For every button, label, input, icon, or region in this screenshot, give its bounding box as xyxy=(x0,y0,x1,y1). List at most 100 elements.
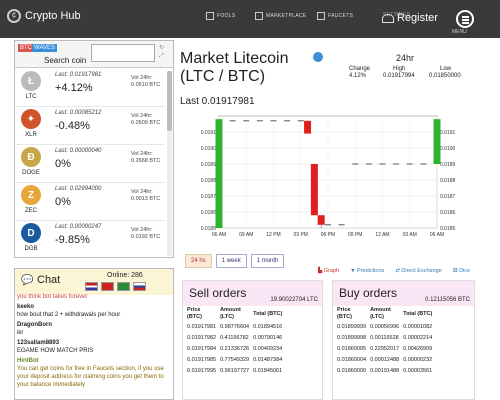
period-24hs-button[interactable]: 24 hs xyxy=(185,254,212,268)
table-header-row: Price (BTC) Amount (LTC) Total (BTC) xyxy=(335,306,434,322)
tab-graph[interactable]: ▙ Graph xyxy=(318,268,340,274)
register-link[interactable]: Register xyxy=(382,12,438,24)
refresh-icon[interactable]: ↻ xyxy=(159,45,165,51)
tools-icon xyxy=(206,12,214,20)
nav-marketplace[interactable]: MARKETPLACE xyxy=(255,12,307,20)
coin-row[interactable]: Ð DOGE Last: 0.00000040 0% Vol 24hr: 0.2668 B… xyxy=(15,145,165,183)
tab-btc[interactable]: BTC xyxy=(18,44,34,52)
table-cell: 0.01487384 xyxy=(253,357,283,363)
brand[interactable]: ¢ Crypto Hub xyxy=(7,9,81,23)
y-tick-label-left: 0.0190 xyxy=(201,146,217,152)
nav-faucets[interactable]: FAUCETS xyxy=(317,12,353,20)
chat-messages: you think bot takes forever keeko how bout… xyxy=(17,293,167,399)
sell-orders-total: 19.90022704 LTC xyxy=(270,297,318,303)
tab-dice[interactable]: ⚄ Dice xyxy=(452,268,471,274)
table-row[interactable]: 0.01899998 0.00116528 0.00002214 xyxy=(335,333,434,344)
coin-row[interactable]: D DGB Last: 0.00000247 -9.85% Vol 24hr: 0.019… xyxy=(15,221,165,257)
table-cell: 0.01845061 xyxy=(253,368,283,374)
period-selector: 24 hs 1 week 1 month xyxy=(185,254,285,268)
panel-tools[interactable]: ↻ ⤢ xyxy=(159,44,164,60)
flag-us-icon[interactable] xyxy=(85,282,98,291)
coin-list-scrollbar[interactable] xyxy=(167,71,172,256)
table-row[interactable]: 0.01860004 0.00012488 0.00000232 xyxy=(335,355,434,366)
chat-username[interactable]: DragonBorn xyxy=(17,322,52,328)
candle-down xyxy=(317,215,325,225)
market-title: Market Litecoin (LTC / BTC) xyxy=(180,50,289,86)
x-tick-label: 03 AM xyxy=(403,232,417,238)
brand-name: Crypto Hub xyxy=(25,10,81,22)
expand-icon[interactable]: ⤢ xyxy=(159,53,164,59)
table-cell: 0.00001082 xyxy=(403,324,433,330)
y-tick-label-right: 0.0190 xyxy=(440,146,456,152)
y-tick-label-left: 0.0187 xyxy=(201,194,217,200)
table-row[interactable]: 0.01917984 0.21336726 0.00409234 xyxy=(185,344,284,355)
coin-row[interactable]: Z ZEC Last: 0.02994000 0% Vol 24hr: 0.0013 BT… xyxy=(15,183,165,221)
period-1week-button[interactable]: 1 week xyxy=(215,254,247,268)
menu-icon[interactable] xyxy=(456,10,474,28)
info-icon[interactable] xyxy=(313,52,323,62)
coin-zec-icon: Z xyxy=(21,185,41,205)
coin-change: -0.48% xyxy=(55,120,90,132)
nav-settings[interactable]: SETTINGS xyxy=(383,12,410,18)
tab-predictions[interactable]: ▼ Predictions xyxy=(350,268,385,274)
register-label: Register xyxy=(397,12,438,24)
flag-br-icon[interactable] xyxy=(117,282,130,291)
flag-es-icon[interactable] xyxy=(101,282,114,291)
table-row[interactable]: 0.01917982 0.41196782 0.00790146 xyxy=(185,333,284,344)
sell-orders-title: Sell orders xyxy=(189,286,247,300)
chat-message: HintBot You can get coins for free in Fau… xyxy=(17,357,167,389)
chat-username[interactable]: HintBot xyxy=(17,358,39,364)
x-tick-label: 03 PM xyxy=(294,232,308,238)
chat-bubble-icon: 💬 xyxy=(21,275,34,286)
column-header: Amount (LTC) xyxy=(220,307,241,320)
coin-volume-label: Vol 24hr: xyxy=(131,151,153,157)
y-tick-label-left: 0.0185 xyxy=(201,226,217,232)
column-header: Total (BTC) xyxy=(403,310,433,317)
candle-down xyxy=(310,164,318,216)
coin-change: -9.85% xyxy=(55,234,90,246)
table-cell: 0.98776604 xyxy=(220,324,250,330)
tab-direct-exchange[interactable]: ⇄ Direct Exchange xyxy=(395,268,442,274)
table-cell: 0.00056996 xyxy=(370,324,400,330)
coin-list-scroll-thumb[interactable] xyxy=(167,71,172,131)
coin-symbol: DOGE xyxy=(22,170,40,176)
tab-label: Predictions xyxy=(357,268,385,274)
logo-icon: ¢ xyxy=(7,9,21,23)
buy-orders-table: Price (BTC) Amount (LTC) Total (BTC) 0.0189… xyxy=(335,306,434,377)
table-cell: 0.96197727 xyxy=(220,368,250,374)
coin-symbol: DGB xyxy=(24,246,38,252)
candle-down xyxy=(304,120,312,134)
nav-fools[interactable]: FOOLS xyxy=(206,12,235,20)
table-row[interactable]: 0.01860005 0.22952017 0.00426909 xyxy=(335,344,434,355)
chat-username[interactable]: 123sallam8893 xyxy=(17,340,60,346)
x-tick-label: 06 AM xyxy=(212,232,226,238)
x-tick-label: 09 PM xyxy=(348,232,362,238)
coin-volume-label: Vol 24hr: xyxy=(131,227,153,233)
table-row[interactable]: 0.01917985 0.77549329 0.01487384 xyxy=(185,355,284,366)
period-1month-button[interactable]: 1 month xyxy=(250,254,285,268)
table-row[interactable]: 0.01917995 0.96197727 0.01845061 xyxy=(185,366,284,377)
coin-last-price: Last: 0.00000247 xyxy=(55,224,102,230)
table-row[interactable]: 0.01899999 0.00056996 0.00001082 xyxy=(335,322,434,333)
x-tick-label: 06 AM xyxy=(430,232,444,238)
sell-orders-table: Price (BTC) Amount (LTC) Total (BTC) 0.0191… xyxy=(185,306,284,377)
table-cell: 0.41196782 xyxy=(220,335,249,341)
nav-label: SETTINGS xyxy=(383,12,411,18)
coin-volume: 0.2668 BTC xyxy=(131,158,161,164)
chat-username[interactable]: keeko xyxy=(17,304,35,310)
table-row[interactable]: 0.01917981 0.98776604 0.01894516 xyxy=(185,322,284,333)
buy-orders-header: Buy orders 0.12115056 BTC xyxy=(333,281,474,306)
market-title-line1: Market Litecoin xyxy=(180,50,289,67)
search-coin-input[interactable] xyxy=(91,44,155,62)
buy-orders-title: Buy orders xyxy=(339,286,398,300)
x-tick-label: 12 PM xyxy=(266,232,280,238)
coin-row[interactable]: ✦ XLR Last: 0.00085212 -0.48% Vol 24hr: 0.050… xyxy=(15,107,165,145)
table-cell: 0.00012488 xyxy=(370,357,400,363)
tab-waves[interactable]: WAVES xyxy=(32,44,58,52)
stat-low-label: Low xyxy=(440,66,452,72)
stat-low-value: 0.01850000 xyxy=(429,73,461,79)
coin-row[interactable]: Ł LTC Last: 0.01917981 +4.12% Vol 24hr: 0.051… xyxy=(15,69,165,107)
flag-ru-icon[interactable] xyxy=(133,282,146,291)
coin-symbol: XLR xyxy=(25,132,37,138)
table-row[interactable]: 0.01860000 0.00191488 0.00003561 xyxy=(335,366,434,377)
